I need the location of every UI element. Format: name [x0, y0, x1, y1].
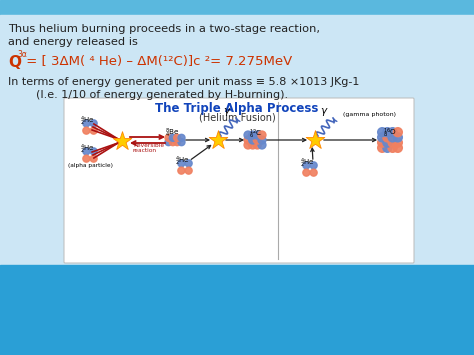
- Circle shape: [253, 141, 261, 149]
- Bar: [0, 0, 474, 15]
- Circle shape: [249, 131, 257, 139]
- Circle shape: [83, 155, 90, 162]
- Circle shape: [244, 131, 252, 139]
- Circle shape: [249, 141, 257, 149]
- Circle shape: [253, 131, 261, 139]
- Circle shape: [310, 169, 317, 176]
- Circle shape: [303, 162, 310, 169]
- Circle shape: [388, 138, 397, 147]
- Circle shape: [178, 160, 185, 167]
- Circle shape: [388, 143, 397, 152]
- Circle shape: [165, 134, 172, 141]
- Circle shape: [173, 134, 181, 141]
- Circle shape: [378, 143, 387, 152]
- Circle shape: [178, 134, 185, 141]
- Circle shape: [185, 167, 192, 174]
- Circle shape: [165, 139, 172, 146]
- Circle shape: [169, 134, 176, 141]
- Circle shape: [178, 167, 185, 174]
- Circle shape: [90, 155, 97, 162]
- Text: $^4_2$He: $^4_2$He: [300, 157, 315, 170]
- Circle shape: [393, 128, 402, 137]
- Circle shape: [90, 148, 97, 155]
- Circle shape: [393, 133, 402, 142]
- Circle shape: [244, 136, 252, 144]
- Circle shape: [393, 138, 402, 147]
- Text: (alpha particle): (alpha particle): [68, 163, 113, 168]
- Circle shape: [83, 120, 90, 127]
- Circle shape: [383, 128, 392, 137]
- Circle shape: [258, 131, 266, 139]
- Text: $^4_2$He: $^4_2$He: [80, 115, 95, 128]
- Bar: [0, 15, 474, 265]
- Text: (Helium Fusion): (Helium Fusion): [199, 112, 275, 122]
- Text: In terms of energy generated per unit mass ≡ 5.8 ×1013 JKg-1: In terms of energy generated per unit ma…: [8, 77, 359, 87]
- FancyBboxPatch shape: [64, 98, 414, 263]
- Circle shape: [244, 141, 252, 149]
- Bar: [0, 265, 474, 355]
- Circle shape: [378, 133, 387, 142]
- Circle shape: [83, 148, 90, 155]
- Circle shape: [169, 139, 176, 146]
- Circle shape: [249, 136, 257, 144]
- Text: Thus helium burning proceeds in a two-stage reaction,: Thus helium burning proceeds in a two-st…: [8, 24, 320, 34]
- Circle shape: [310, 162, 317, 169]
- Circle shape: [383, 133, 392, 142]
- Circle shape: [258, 141, 266, 149]
- Text: $^8_4$Be: $^8_4$Be: [165, 127, 180, 140]
- Circle shape: [303, 169, 310, 176]
- Circle shape: [258, 136, 266, 144]
- Text: (I.e. 1/10 of energy generated by H-burning).: (I.e. 1/10 of energy generated by H-burn…: [8, 90, 288, 100]
- Circle shape: [178, 139, 185, 146]
- Text: $\gamma$: $\gamma$: [223, 106, 232, 118]
- Text: and energy released is: and energy released is: [8, 37, 138, 47]
- Circle shape: [185, 160, 192, 167]
- Text: (gamma photon): (gamma photon): [344, 112, 396, 117]
- Circle shape: [383, 138, 392, 147]
- Circle shape: [383, 143, 392, 152]
- Point: [311, 137, 319, 143]
- Circle shape: [90, 120, 97, 127]
- Circle shape: [253, 136, 261, 144]
- Text: = [ 3ΔM( ⁴ He) – ΔM(¹²C)]c ²= 7.275MeV: = [ 3ΔM( ⁴ He) – ΔM(¹²C)]c ²= 7.275MeV: [22, 55, 292, 68]
- Text: $^{12}_6$C: $^{12}_6$C: [249, 128, 262, 141]
- Text: $\gamma$: $\gamma$: [320, 106, 328, 118]
- Text: $^4_2$He: $^4_2$He: [175, 155, 190, 168]
- Text: 3α: 3α: [17, 50, 27, 59]
- Text: Q: Q: [8, 55, 21, 70]
- Circle shape: [90, 127, 97, 134]
- Text: $^4_2$He: $^4_2$He: [80, 143, 95, 156]
- Circle shape: [173, 139, 181, 146]
- Text: reaction: reaction: [133, 148, 157, 153]
- Text: Reversible: Reversible: [133, 143, 164, 148]
- Circle shape: [388, 128, 397, 137]
- Circle shape: [393, 143, 402, 152]
- Text: $^{16}_8$O: $^{16}_8$O: [383, 127, 397, 140]
- Circle shape: [378, 128, 387, 137]
- Point: [118, 138, 126, 144]
- Point: [214, 137, 222, 143]
- Circle shape: [388, 133, 397, 142]
- Circle shape: [378, 138, 387, 147]
- Text: The Triple Alpha Process: The Triple Alpha Process: [155, 102, 319, 115]
- Circle shape: [83, 127, 90, 134]
